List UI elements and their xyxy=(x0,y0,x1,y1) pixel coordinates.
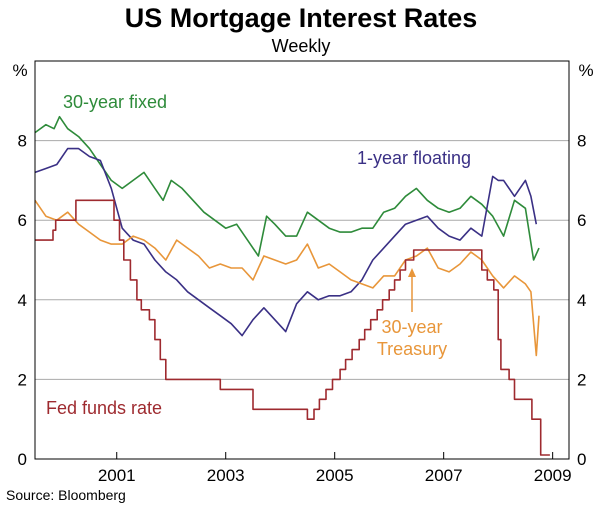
y-unit-right: % xyxy=(578,61,593,80)
label-fedfunds: Fed funds rate xyxy=(46,398,162,418)
y-unit-left: % xyxy=(12,61,27,80)
series-line-fixed30 xyxy=(34,115,540,261)
y-tick-left-8: 8 xyxy=(18,132,27,151)
y-tick-left-0: 0 xyxy=(18,450,27,469)
axis-ticks: 0 0 2 2 4 4 6 6 8 8 2001 2003 2005 2007 2009 xyxy=(18,132,587,485)
treasury-arrow-head xyxy=(408,268,416,277)
x-tick-2005: 2005 xyxy=(316,466,354,485)
series-layer xyxy=(34,115,550,456)
y-tick-right-0: 0 xyxy=(577,450,586,469)
series-line-fedfunds xyxy=(35,199,550,456)
series-line-treasury30 xyxy=(34,199,540,357)
chart-subtitle: Weekly xyxy=(272,36,331,56)
gridlines xyxy=(35,140,569,380)
chart-title: US Mortgage Interest Rates xyxy=(125,3,478,33)
y-tick-left-6: 6 xyxy=(18,211,27,230)
y-tick-right-2: 2 xyxy=(577,370,586,389)
x-tick-2001: 2001 xyxy=(98,466,136,485)
x-tick-2007: 2007 xyxy=(425,466,463,485)
y-tick-right-4: 4 xyxy=(577,291,586,310)
y-tick-right-6: 6 xyxy=(577,211,586,230)
x-tick-2003: 2003 xyxy=(207,466,245,485)
label-treasury30: 30-year Treasury xyxy=(377,317,447,359)
series-line-floating1 xyxy=(34,147,538,337)
source-note: Source: Bloomberg xyxy=(6,487,126,503)
plot-frame xyxy=(34,60,570,460)
y-tick-left-4: 4 xyxy=(18,291,27,310)
label-fixed30: 30-year fixed xyxy=(63,92,167,112)
x-tick-2009: 2009 xyxy=(534,466,572,485)
label-floating1: 1-year floating xyxy=(357,148,471,168)
series-labels: 30-year fixed 1-year floating 30-year Treas… xyxy=(46,92,471,418)
y-tick-left-2: 2 xyxy=(18,370,27,389)
y-tick-right-8: 8 xyxy=(577,132,586,151)
